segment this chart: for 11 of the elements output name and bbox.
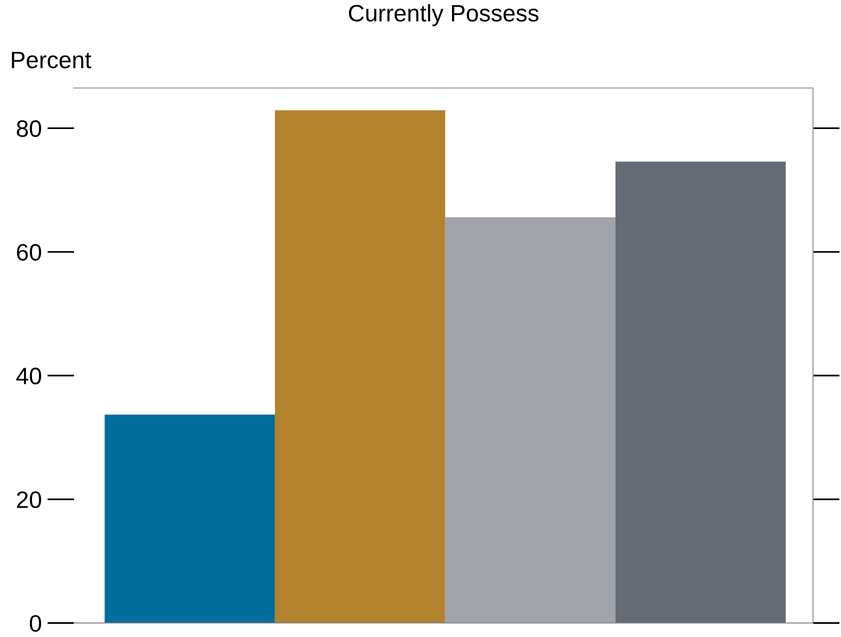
y-tick-label: 20 [16, 491, 42, 508]
bar [615, 162, 786, 623]
y-tick-label: 60 [16, 244, 42, 261]
bar [274, 110, 446, 623]
y-tick-label: 0 [30, 615, 42, 632]
y-tick-label: 80 [16, 120, 42, 137]
y-axis-title: Percent [12, 52, 92, 68]
chart-title: Currently Possess [348, 4, 538, 26]
bar [104, 414, 275, 623]
bar [445, 217, 616, 623]
y-tick-label: 40 [16, 368, 42, 384]
